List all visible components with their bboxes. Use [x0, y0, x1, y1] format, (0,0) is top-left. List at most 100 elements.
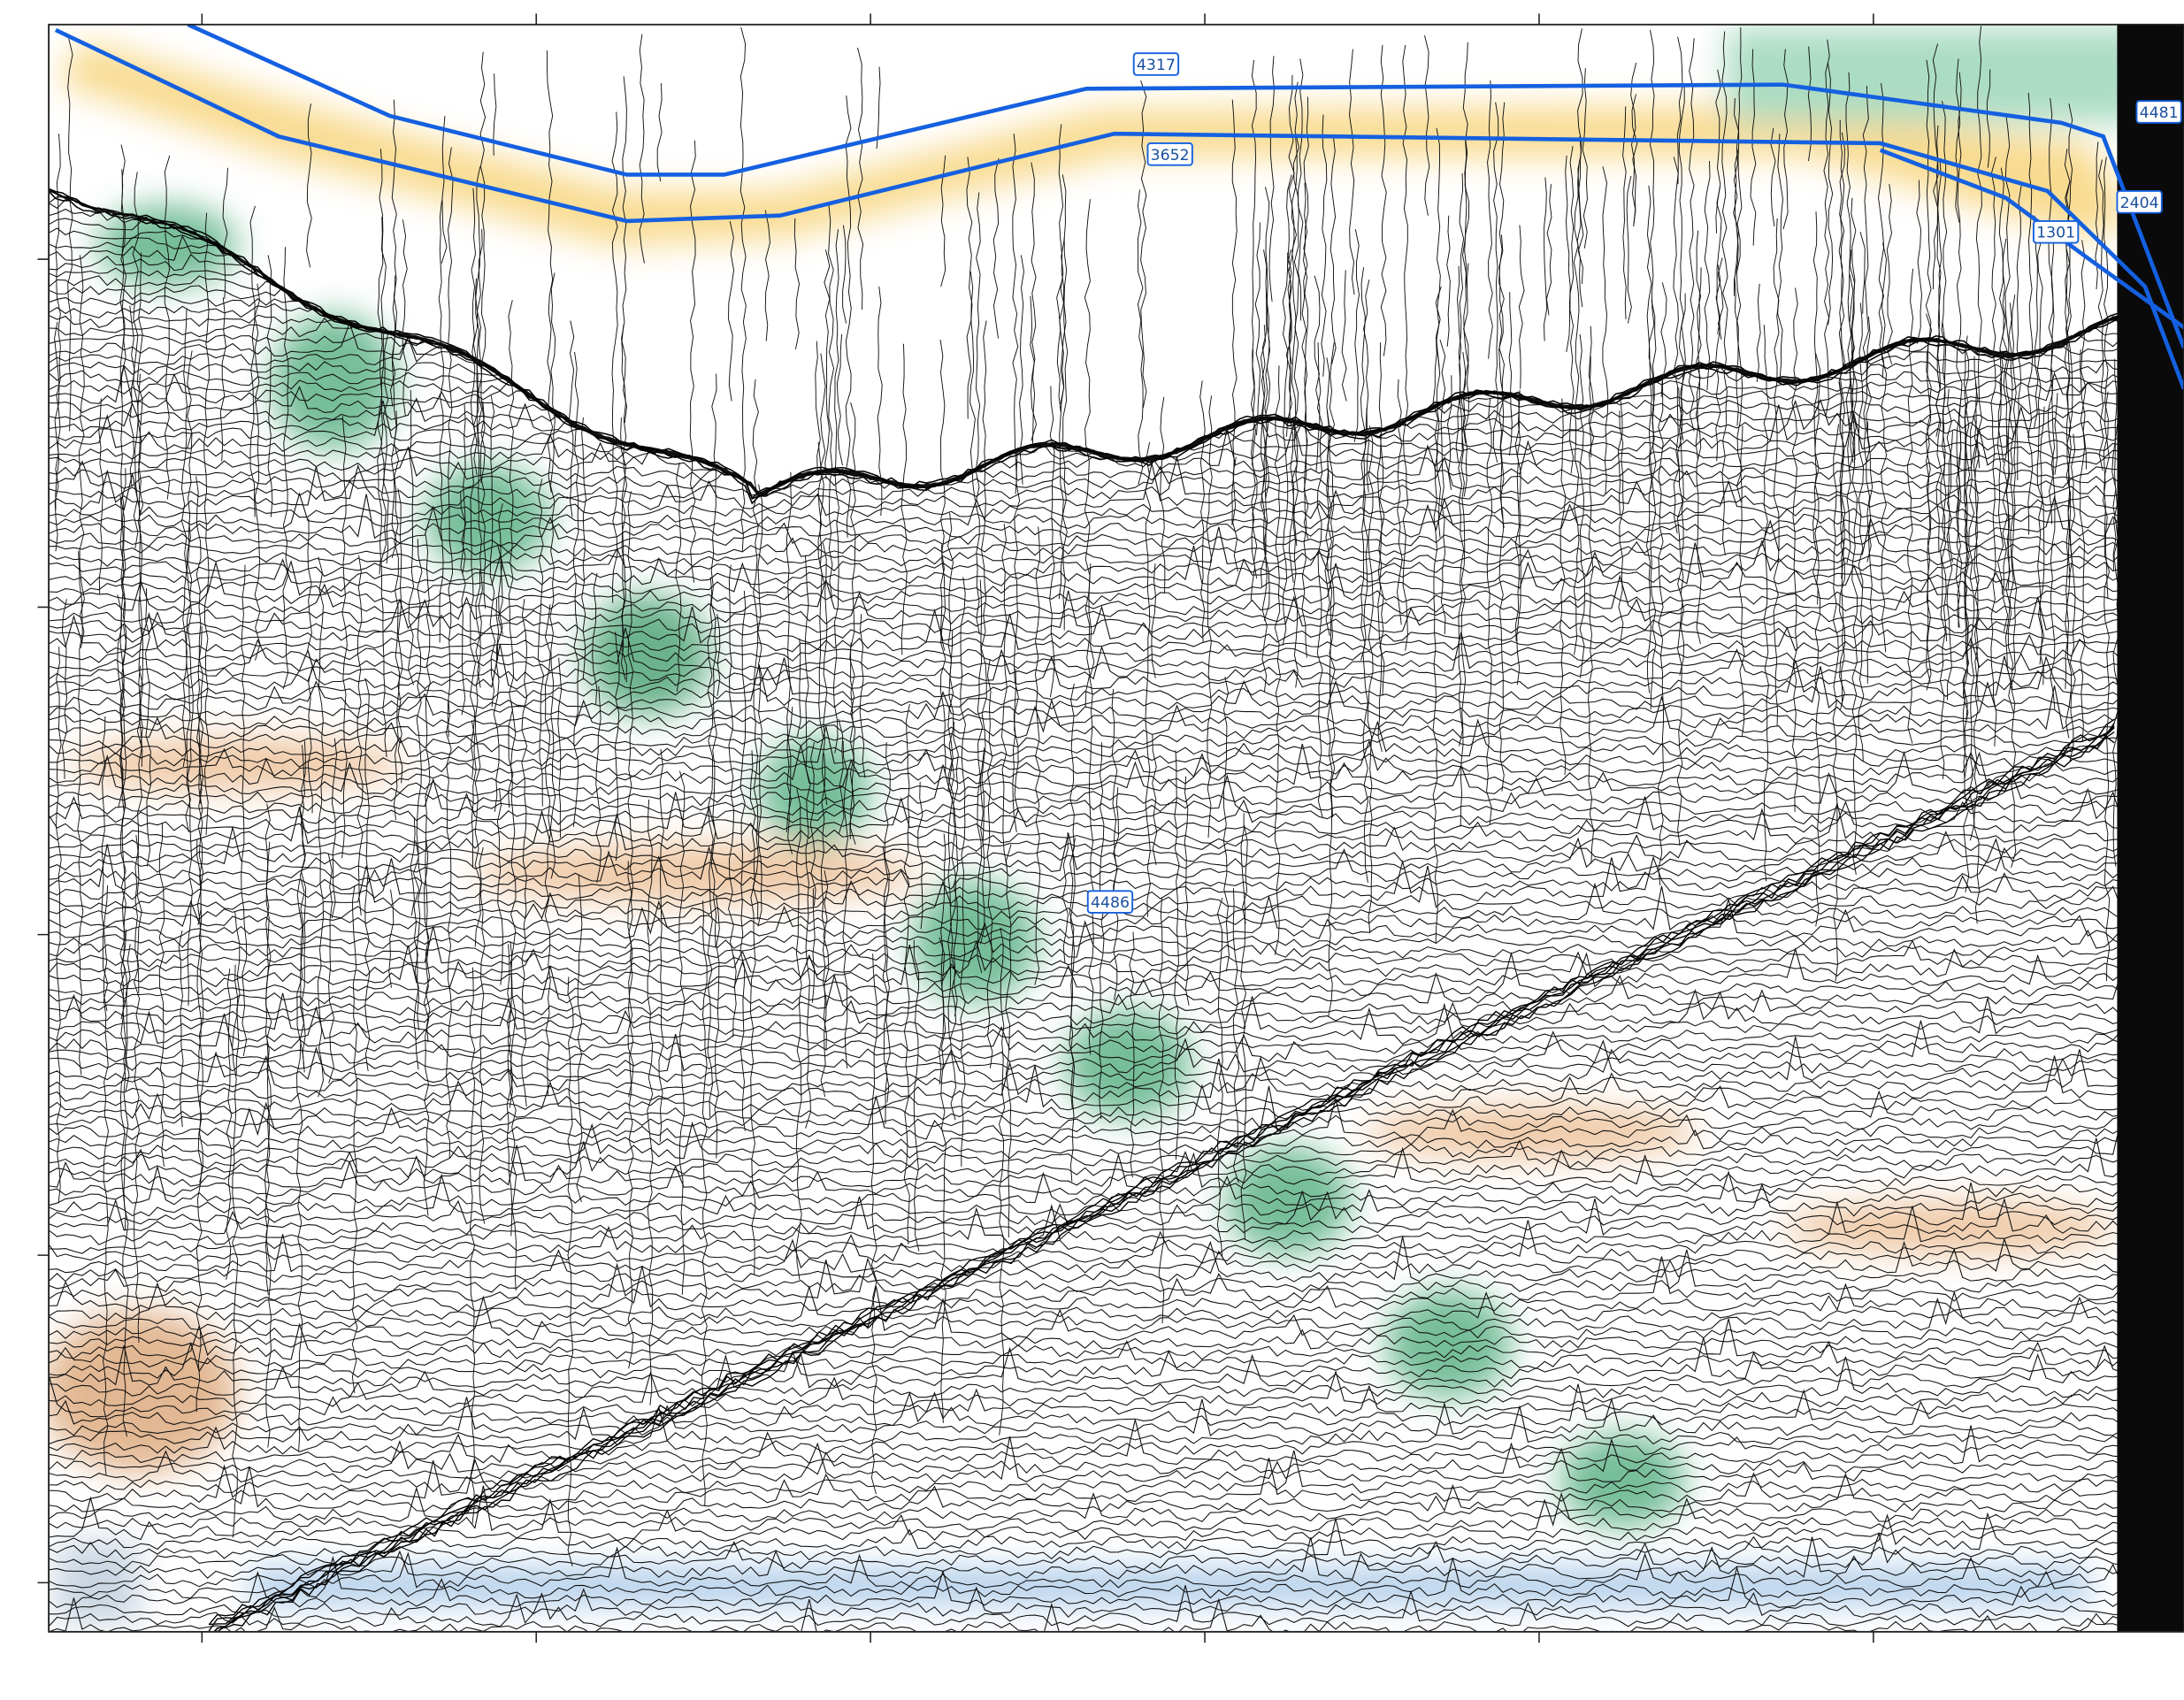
spike — [2036, 238, 2043, 665]
spike — [1695, 267, 1702, 645]
spike — [1268, 56, 1275, 302]
spike — [423, 839, 430, 1216]
spike — [1588, 325, 1595, 457]
spike — [1498, 102, 1506, 529]
spike — [1657, 378, 1665, 886]
spike — [222, 167, 228, 299]
spike — [475, 166, 481, 445]
trace — [49, 555, 2122, 596]
spike — [55, 647, 62, 1204]
spike — [2080, 348, 2086, 743]
spike — [1676, 387, 1683, 846]
spike — [849, 402, 856, 845]
spike — [537, 479, 545, 807]
trace — [49, 1285, 2122, 1332]
trace — [49, 885, 2122, 931]
spike — [849, 642, 855, 839]
spike — [2027, 92, 2034, 535]
spike — [67, 38, 73, 432]
spike — [1486, 398, 1493, 824]
spike — [1062, 831, 1069, 964]
spike — [158, 823, 165, 1167]
spike — [1324, 357, 1331, 636]
spike — [1174, 750, 1180, 1160]
spike — [557, 657, 563, 839]
spike — [1151, 563, 1156, 678]
trace — [49, 939, 2122, 978]
spike — [447, 147, 454, 737]
spike — [1588, 356, 1595, 864]
spike — [125, 944, 131, 1092]
spike — [1030, 295, 1036, 444]
trace — [49, 1337, 2122, 1380]
spike — [1435, 286, 1442, 369]
spike — [953, 721, 959, 1017]
spike — [1946, 388, 1953, 701]
frame — [48, 23, 2184, 1633]
trace — [49, 1586, 2122, 1619]
trace — [49, 1436, 2122, 1483]
spike — [2005, 425, 2011, 590]
spike — [595, 685, 602, 884]
spike — [842, 225, 847, 324]
spike — [1660, 282, 1667, 397]
trace — [49, 1369, 2122, 1408]
spike — [1782, 49, 1789, 230]
trace — [49, 1081, 2122, 1122]
spike — [120, 468, 127, 829]
spike — [1341, 270, 1347, 402]
trace — [49, 463, 2122, 510]
trace — [49, 827, 2122, 873]
trace — [49, 1013, 2122, 1055]
spike — [1274, 365, 1281, 955]
fault-trace — [212, 727, 2115, 1632]
trace — [49, 718, 2122, 759]
spike — [77, 551, 84, 1076]
spike — [1906, 268, 1914, 744]
spike — [1859, 232, 1866, 314]
spike — [507, 944, 513, 1108]
trace — [49, 1375, 2122, 1418]
spike — [1014, 451, 1021, 812]
spike — [506, 941, 513, 1237]
spike — [54, 321, 60, 552]
trace — [49, 1256, 2122, 1303]
trace — [49, 627, 2122, 672]
spike — [1231, 99, 1238, 525]
yellow-band — [55, 41, 2132, 246]
spike — [1935, 125, 1942, 437]
spike — [122, 929, 129, 1437]
spike — [413, 840, 420, 1070]
spike — [2016, 185, 2022, 480]
trace — [49, 1420, 2122, 1466]
spike — [1814, 353, 1821, 927]
spike — [836, 333, 843, 466]
spike — [811, 888, 816, 1003]
spike — [940, 544, 946, 774]
spike — [1858, 302, 1865, 762]
spike — [393, 410, 401, 821]
spike — [2002, 238, 2009, 632]
spike — [341, 416, 348, 859]
trace — [49, 764, 2122, 807]
spike — [1129, 931, 1136, 1178]
label-box — [2032, 219, 2080, 244]
spike — [1005, 844, 1012, 1238]
spike — [117, 594, 123, 808]
spike — [1573, 164, 1580, 655]
spike — [1932, 43, 1939, 290]
trace — [49, 1354, 2122, 1398]
trace — [49, 694, 2122, 739]
spike — [1955, 431, 1962, 628]
trace — [49, 1033, 2122, 1074]
spike — [1996, 348, 2004, 595]
trace — [49, 1383, 2122, 1427]
spike — [980, 320, 987, 845]
spike — [1756, 283, 1761, 382]
spike — [1791, 287, 1798, 812]
spike — [1222, 677, 1230, 972]
spike — [1031, 162, 1038, 441]
spike — [567, 976, 574, 1566]
spike — [1851, 197, 1857, 460]
